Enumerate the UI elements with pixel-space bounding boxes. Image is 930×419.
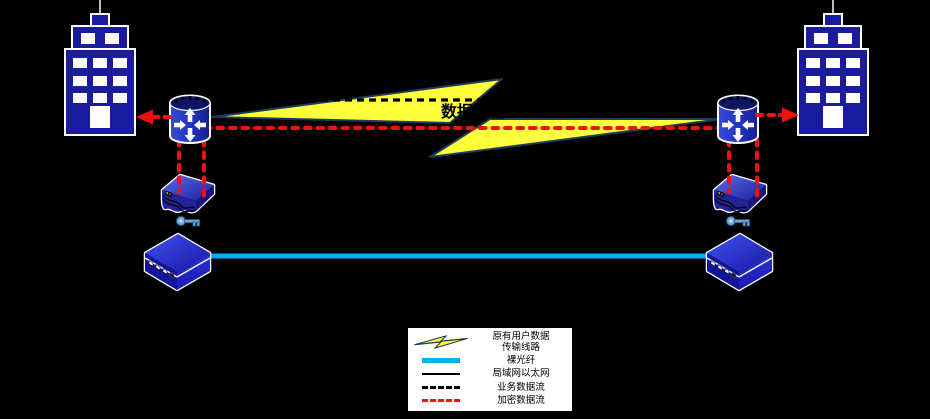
legend-label-line2: 传输线路 xyxy=(501,342,540,353)
legend: 原有用户数据 传输线路 裸光纤 局域网以太网 业务数据流 加密数据流 xyxy=(406,326,574,413)
router-icon-left xyxy=(169,94,211,144)
red-dashed-line-icon xyxy=(410,399,472,402)
legend-item-lan-ethernet: 局域网以太网 xyxy=(410,367,570,380)
legend-item-encrypted-flow: 加密数据流 xyxy=(410,394,570,407)
legend-label: 加密数据流 xyxy=(497,395,545,406)
legend-label: 局域网以太网 xyxy=(492,368,550,379)
router-icon-right xyxy=(717,94,759,144)
key-icon-left xyxy=(176,216,200,227)
transmission-device-icon-left xyxy=(143,232,212,292)
building-icon-right xyxy=(797,0,869,136)
transmission-device-icon-right xyxy=(705,232,774,292)
legend-label: 原有用户数据 传输线路 xyxy=(472,331,570,353)
link-caption: 数据传输 xyxy=(441,102,506,121)
black-dashed-line-icon xyxy=(410,385,472,389)
legend-label: 裸光纤 xyxy=(506,354,536,366)
key-icon-right xyxy=(726,216,750,227)
lightning-icon xyxy=(410,333,472,351)
encryptor-icon-left xyxy=(160,173,216,214)
legend-item-bare-fiber: 裸光纤 xyxy=(410,354,570,367)
legend-label: 业务数据流 xyxy=(497,381,545,393)
building-icon-left xyxy=(64,0,136,136)
legend-label-line1: 原有用户数据 xyxy=(492,331,550,342)
legend-item-user-data-line: 原有用户数据 传输线路 xyxy=(410,331,570,353)
cyan-line-icon xyxy=(410,357,472,363)
black-line-icon xyxy=(410,372,472,375)
encrypted-flow-arrow-left xyxy=(136,109,178,125)
encrypted-flow-arrow-right xyxy=(755,107,799,123)
encrypted-flow-vertical-lines xyxy=(177,138,759,202)
legend-item-business-flow: 业务数据流 xyxy=(410,381,570,394)
